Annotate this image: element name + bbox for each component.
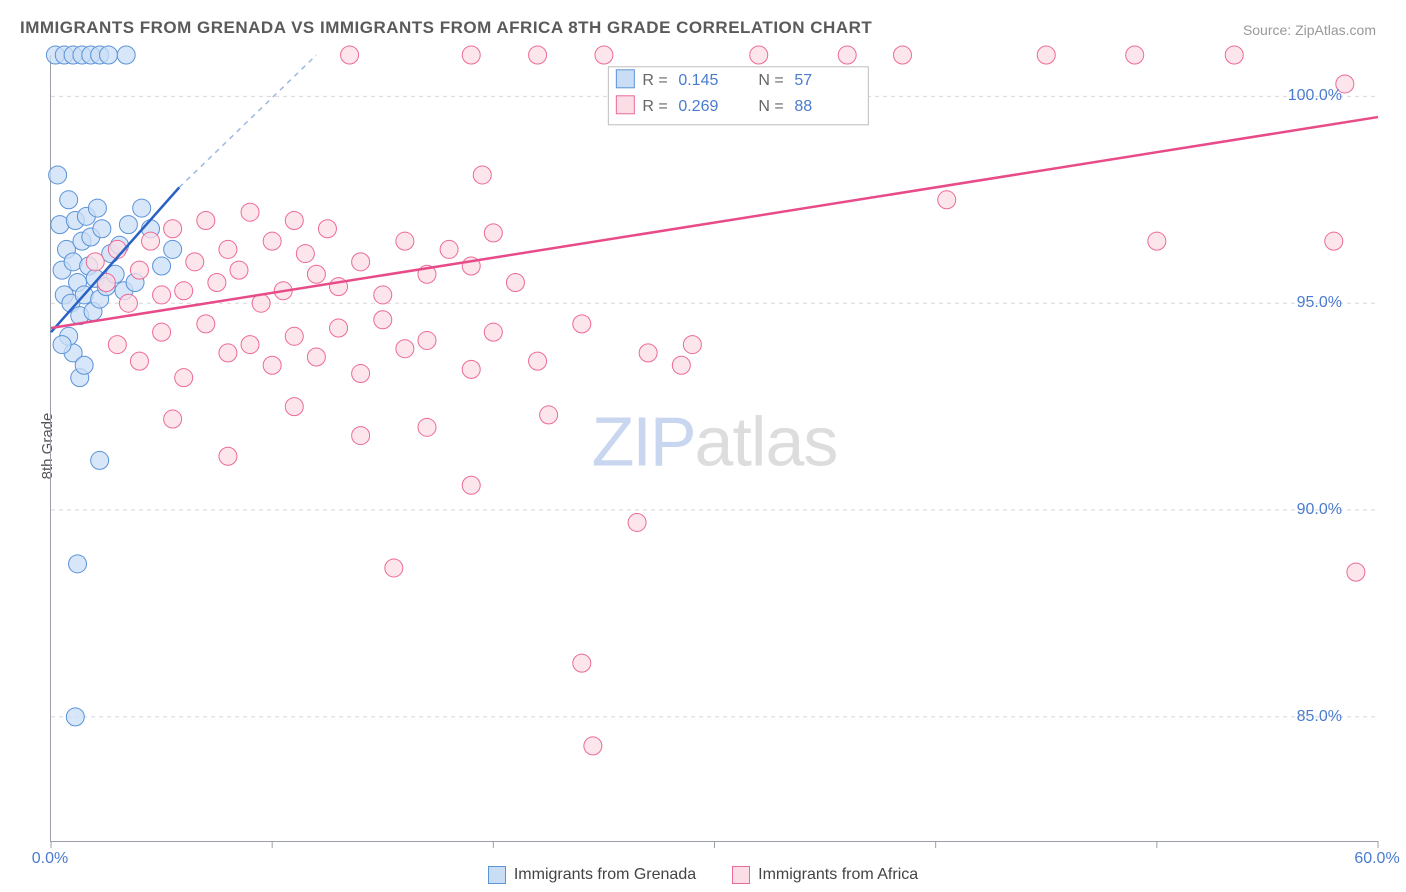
svg-text:57: 57 [794,72,812,89]
svg-text:R =: R = [642,72,667,89]
source-attribution: Source: ZipAtlas.com [1243,22,1376,38]
svg-text:88: 88 [794,98,812,115]
source-prefix: Source: [1243,22,1295,38]
svg-text:R =: R = [642,98,667,115]
source-link[interactable]: ZipAtlas.com [1295,22,1376,38]
legend-label: Immigrants from Grenada [514,866,696,884]
bottom-legend: Immigrants from Grenada Immigrants from … [0,866,1406,884]
legend-label: Immigrants from Africa [758,866,918,884]
chart-title: IMMIGRANTS FROM GRENADA VS IMMIGRANTS FR… [20,18,872,38]
scatter-plot-svg: R = 0.145 N = 57 R = 0.269 N = 88 [51,55,1378,841]
y-tick-label: 100.0% [1288,87,1342,105]
legend-item-africa: Immigrants from Africa [732,866,918,884]
legend-item-grenada: Immigrants from Grenada [488,866,696,884]
svg-text:N =: N = [758,98,783,115]
svg-text:0.269: 0.269 [678,98,718,115]
x-tick-label: 60.0% [1354,850,1399,868]
x-tick-label: 0.0% [32,850,68,868]
y-tick-label: 95.0% [1297,294,1342,312]
svg-text:N =: N = [758,72,783,89]
svg-text:0.145: 0.145 [678,72,718,89]
y-tick-label: 85.0% [1297,708,1342,726]
chart-plot-area: R = 0.145N = 57R = 0.269N = 88 ZIPatlas … [50,55,1378,842]
y-tick-label: 90.0% [1297,501,1342,519]
legend-swatch [488,866,506,884]
legend-swatch [732,866,750,884]
